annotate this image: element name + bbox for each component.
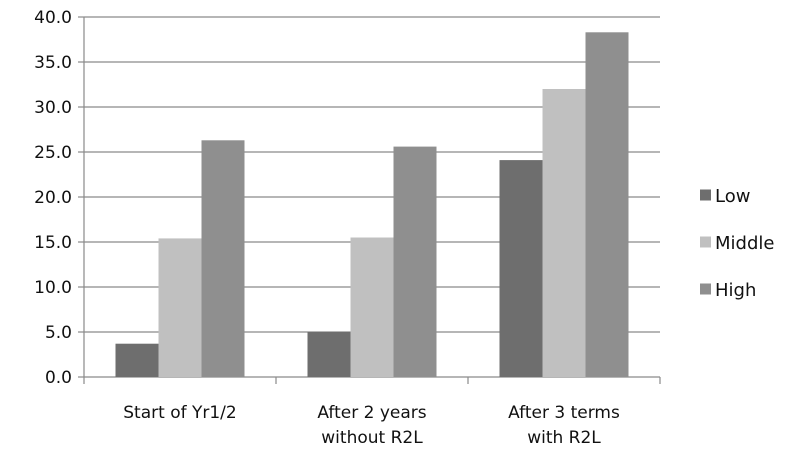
x-category-label: with R2L (527, 428, 601, 448)
legend-label-low: Low (715, 186, 750, 207)
y-tick-label: 35.0 (34, 53, 72, 73)
bar-middle-1 (350, 237, 394, 377)
axis-labels: 0.0 5.0 10.0 15.0 20.0 25.0 30.0 35.0 40.0 Start … (34, 8, 620, 448)
legend-label-high: High (715, 280, 756, 301)
y-tick-label: 0.0 (45, 368, 72, 388)
bar-high-0 (201, 140, 245, 377)
y-tick-label: 15.0 (34, 233, 72, 253)
y-tick-label: 40.0 (34, 8, 72, 28)
bar-low-2 (499, 160, 543, 377)
x-category-label: Start of Yr1/2 (123, 403, 236, 423)
bar-middle-2 (542, 89, 586, 377)
y-tick-label: 30.0 (34, 98, 72, 118)
legend-swatch-high (700, 283, 711, 295)
x-category-label: After 2 years (317, 403, 426, 423)
y-tick-label: 5.0 (45, 323, 72, 343)
bar-low-0 (115, 343, 159, 377)
bar-high-2 (585, 32, 629, 378)
legend-swatch-middle (700, 236, 711, 248)
bar-middle-0 (158, 238, 202, 377)
x-category-label: without R2L (321, 428, 423, 448)
bar-low-1 (307, 332, 351, 377)
y-tick-label: 20.0 (34, 188, 72, 208)
y-tick-label: 25.0 (34, 143, 72, 163)
x-category-label: After 3 terms (508, 403, 620, 423)
bars (115, 32, 629, 378)
legend-label-middle: Middle (715, 233, 774, 254)
y-tick-label: 10.0 (34, 278, 72, 298)
legend: Low Middle High (700, 186, 774, 301)
bar-high-1 (393, 146, 437, 377)
legend-swatch-low (700, 189, 711, 201)
